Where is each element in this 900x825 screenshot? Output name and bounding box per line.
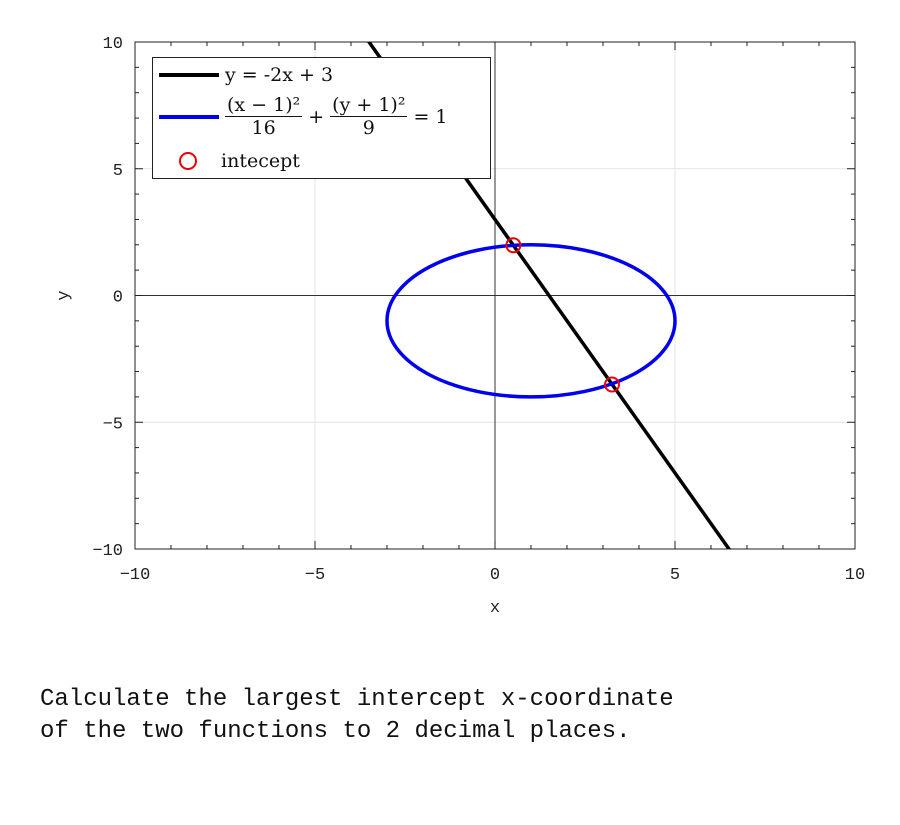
y-tick-label: 5 [113, 162, 123, 181]
x-axis-label: x [490, 599, 500, 618]
legend-item-scatter: intecept [153, 150, 300, 172]
frac-den: 9 [362, 117, 375, 139]
plot-area [366, 42, 732, 549]
y-tick-label: −10 [92, 542, 123, 561]
legend-swatch-line [159, 73, 219, 77]
legend-frac-2: (y + 1)² 9 [330, 94, 408, 139]
x-tick-label: 10 [845, 566, 865, 585]
frac-den: 16 [251, 117, 276, 139]
chart: −10 −5 0 5 10 −10 −5 0 5 10 x y [55, 35, 865, 618]
y-tick-label: −5 [103, 415, 123, 434]
series-line [366, 42, 732, 549]
y-tick-label: 0 [113, 289, 123, 308]
circle-marker-icon [179, 152, 197, 170]
question-text: Calculate the largest intercept x-coordi… [40, 686, 674, 745]
legend-label-line: y = -2x + 3 [225, 64, 334, 86]
x-tick-label: 0 [490, 566, 500, 585]
equals: = 1 [413, 105, 448, 128]
x-tick-label: −10 [120, 566, 151, 585]
y-axis-label: y [55, 290, 74, 300]
legend: y = -2x + 3 (x − 1)² 16 + (y + 1)² 9 = 1 i… [152, 57, 491, 179]
plus: + [308, 105, 325, 128]
series-ellipse [385, 243, 677, 399]
x-tick-label: −5 [305, 566, 325, 585]
legend-frac-1: (x − 1)² 16 [225, 94, 303, 139]
frac-num: (x − 1)² [225, 94, 303, 117]
legend-swatch-ellipse [159, 114, 219, 119]
y-tick-label: 10 [103, 35, 123, 54]
legend-label-scatter: intecept [221, 150, 300, 172]
intercept-point [604, 376, 620, 393]
legend-item-ellipse: (x − 1)² 16 + (y + 1)² 9 = 1 [153, 94, 448, 139]
x-tick-label: 5 [670, 566, 680, 585]
legend-item-line: y = -2x + 3 [153, 64, 333, 86]
frac-num: (y + 1)² [330, 94, 408, 117]
intercept-point [505, 237, 522, 254]
